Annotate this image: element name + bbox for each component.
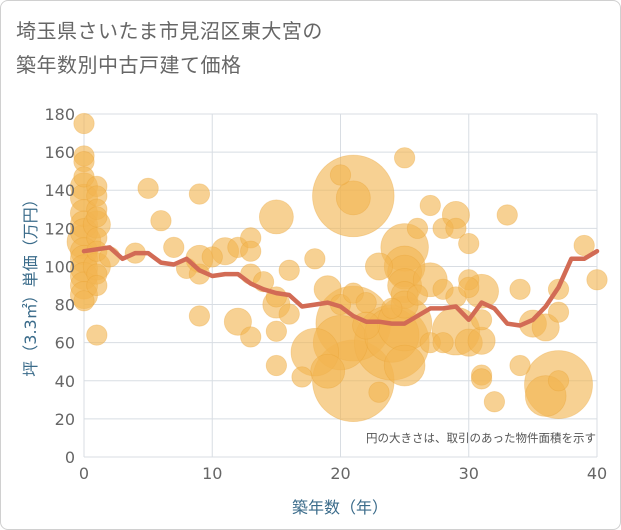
- data-point: [86, 324, 108, 346]
- data-point: [509, 278, 531, 300]
- y-tick-label: 180: [44, 105, 75, 124]
- chart-title-line-2: 築年数別中古戸建て価格: [16, 53, 242, 77]
- data-point: [223, 307, 252, 336]
- data-point: [445, 217, 467, 239]
- data-point: [150, 210, 172, 232]
- data-point: [394, 147, 416, 169]
- axis-ticks: 0 20 40 60 80 100 120 140 160 180 0 10 20 30 40: [44, 105, 607, 483]
- data-point: [467, 326, 496, 355]
- data-point: [265, 320, 287, 342]
- data-point: [137, 177, 159, 199]
- y-tick-label: 60: [55, 334, 75, 353]
- data-point: [278, 303, 300, 325]
- x-tick-label: 0: [79, 464, 89, 483]
- x-axis-title: 築年数（年）: [292, 498, 388, 517]
- trend-line-series: [81, 245, 600, 328]
- data-point: [258, 199, 294, 235]
- x-tick-label: 40: [587, 464, 607, 483]
- y-tick-label: 120: [44, 219, 75, 238]
- data-point: [188, 305, 211, 327]
- data-point: [355, 292, 377, 314]
- data-point: [163, 236, 185, 258]
- trend-line: [81, 245, 600, 328]
- data-point: [364, 252, 393, 281]
- data-point: [201, 246, 223, 268]
- y-tick-label: 80: [55, 296, 75, 315]
- bubble-series: [66, 112, 608, 422]
- data-point: [86, 206, 108, 228]
- data-point: [432, 332, 454, 354]
- data-point: [496, 204, 518, 226]
- data-point: [470, 368, 493, 390]
- y-axis-title: 坪（3.3㎡）単価（万円）: [21, 191, 40, 376]
- chart-title: 埼玉県さいたま市見沼区東大宮の 築年数別中古戸建て価格: [16, 14, 323, 82]
- x-tick-label: 30: [459, 464, 479, 483]
- data-point: [278, 259, 300, 281]
- data-point: [509, 354, 531, 377]
- y-tick-label: 160: [44, 143, 75, 162]
- data-point: [406, 217, 429, 239]
- data-point: [240, 240, 262, 262]
- x-tick-label: 10: [202, 464, 222, 483]
- data-point: [573, 234, 595, 257]
- data-point: [547, 301, 570, 323]
- data-point: [304, 248, 326, 270]
- data-point: [265, 354, 287, 377]
- data-point: [419, 194, 441, 217]
- data-point: [188, 183, 211, 205]
- chart-title-line-1: 埼玉県さいたま市見沼区東大宮の: [16, 19, 323, 43]
- data-point: [73, 290, 95, 312]
- x-tick-label: 20: [330, 464, 350, 483]
- data-point: [240, 326, 262, 348]
- y-tick-label: 0: [65, 448, 75, 467]
- data-point: [406, 284, 429, 306]
- data-point: [329, 164, 352, 186]
- data-point: [547, 370, 570, 392]
- data-point: [381, 297, 403, 319]
- data-point: [73, 112, 95, 135]
- data-point: [383, 344, 426, 387]
- data-point: [86, 274, 108, 297]
- data-point: [483, 391, 505, 413]
- data-point: [368, 381, 390, 403]
- data-point: [531, 313, 560, 342]
- data-point: [458, 276, 480, 299]
- y-tick-label: 40: [55, 372, 75, 391]
- data-point: [291, 366, 313, 388]
- y-tick-label: 20: [55, 410, 75, 429]
- y-tick-label: 100: [44, 257, 75, 276]
- size-legend-note: 円の大きさは、取引のあった物件面積を示す: [366, 431, 596, 445]
- data-point: [335, 180, 371, 216]
- data-point: [586, 269, 608, 291]
- y-tick-label: 140: [44, 181, 75, 200]
- data-point: [458, 232, 480, 255]
- data-point: [310, 353, 346, 389]
